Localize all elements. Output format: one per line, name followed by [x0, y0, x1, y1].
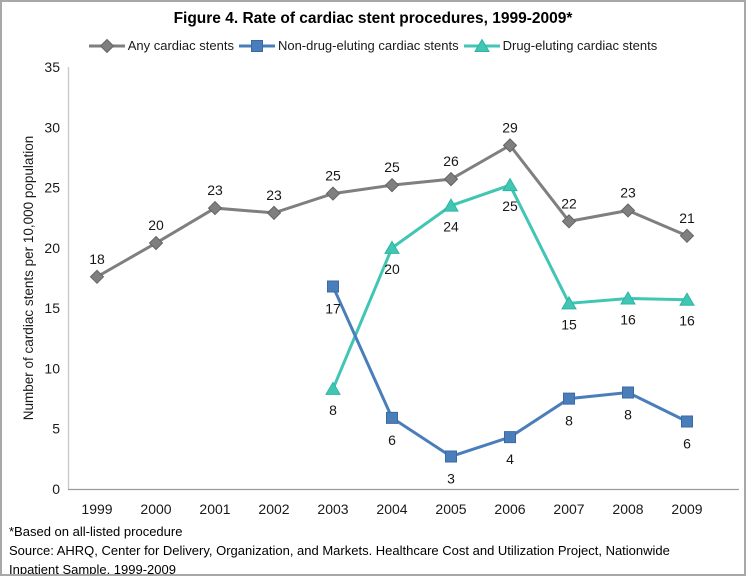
x-tick-label: 2006: [494, 501, 525, 517]
x-tick-label: 2001: [199, 501, 230, 517]
data-point-label: 20: [148, 217, 164, 233]
data-point-label: 16: [679, 313, 695, 329]
legend-label: Drug-eluting cardiac stents: [502, 38, 658, 53]
data-point-label: 18: [89, 251, 105, 267]
footnote-line-1: *Based on all-listed procedure: [9, 524, 183, 539]
data-point-label: 17: [325, 300, 341, 316]
data-point-marker-diamond: [384, 177, 400, 193]
chart-legend: Any cardiac stents Non-drug-eluting cardi…: [2, 38, 744, 53]
data-point-marker-triangle: [325, 381, 341, 395]
y-tick-label: 0: [52, 481, 60, 497]
chart-title: Figure 4. Rate of cardiac stent procedur…: [173, 10, 573, 27]
x-tick-label: 2009: [671, 501, 702, 517]
data-point-marker-diamond: [443, 171, 459, 187]
footnote-line-3: Inpatient Sample, 1999-2009: [9, 562, 176, 576]
data-point-marker-triangle: [679, 292, 695, 306]
y-tick-label: 25: [44, 180, 60, 196]
data-point-label: 6: [683, 435, 691, 451]
data-point-marker-square: [445, 450, 457, 463]
legend-item-drug-eluting-cardiac-stents: Drug-eluting cardiac stents: [463, 38, 658, 53]
data-point-marker-triangle: [620, 291, 636, 305]
legend-square-icon: [238, 39, 275, 52]
data-point-marker-triangle: [561, 295, 577, 310]
data-point-marker-square: [504, 431, 516, 444]
data-point-label: 20: [384, 261, 400, 277]
data-point-label: 21: [679, 210, 695, 226]
data-point-marker-diamond: [620, 203, 636, 218]
data-point-label: 6: [388, 432, 396, 448]
data-point-label: 25: [384, 159, 400, 175]
y-tick-label: 15: [44, 300, 60, 316]
legend-diamond-icon: [88, 38, 125, 53]
data-point-label: 8: [565, 413, 573, 429]
data-point-label: 26: [443, 153, 459, 169]
data-point-label: 16: [620, 311, 636, 327]
legend-triangle-icon: [463, 38, 500, 52]
legend-label: Non-drug-eluting cardiac stents: [277, 38, 459, 53]
data-point-marker-square: [386, 411, 398, 424]
data-point-marker-diamond: [502, 138, 518, 153]
data-point-marker-square: [563, 392, 575, 405]
legend-item-non-drug-eluting-cardiac-stents: Non-drug-eluting cardiac stents: [238, 38, 459, 53]
y-tick-label: 30: [44, 119, 60, 135]
x-tick-label: 2000: [140, 501, 171, 517]
x-tick-label: 2005: [435, 501, 466, 517]
data-point-label: 8: [329, 402, 337, 418]
data-point-marker-diamond: [561, 214, 577, 229]
x-tick-label: 2002: [258, 501, 289, 517]
data-point-label: 4: [506, 451, 514, 467]
data-point-label: 15: [561, 316, 577, 332]
data-point-marker-diamond: [89, 269, 105, 285]
data-point-label: 25: [502, 198, 518, 214]
data-point-label: 23: [207, 182, 223, 198]
data-point-label: 8: [624, 407, 632, 423]
data-point-marker-diamond: [148, 235, 164, 251]
y-tick-label: 10: [44, 360, 60, 376]
data-point-label: 23: [620, 184, 636, 200]
y-tick-label: 20: [44, 240, 60, 256]
legend-label: Any cardiac stents: [127, 38, 234, 53]
x-tick-label: 2007: [553, 501, 584, 517]
x-tick-label: 2003: [317, 501, 348, 517]
x-tick-label: 1999: [81, 501, 112, 517]
data-point-label: 29: [502, 119, 518, 135]
legend-item-any-cardiac-stents: Any cardiac stents: [88, 38, 234, 53]
y-tick-label: 5: [52, 421, 60, 437]
footnote-line-2: Source: AHRQ, Center for Delivery, Organ…: [9, 543, 670, 558]
data-point-marker-diamond: [325, 186, 341, 201]
data-point-label: 22: [561, 195, 577, 211]
data-point-marker-diamond: [266, 205, 282, 221]
series-line-drug-eluting-cardiac-stents: [331, 183, 688, 390]
footnotes: *Based on all-listed procedure Source: A…: [9, 522, 670, 576]
data-point-marker-triangle: [502, 177, 518, 192]
data-point-label: 3: [447, 470, 455, 486]
data-point-marker-diamond: [679, 228, 695, 244]
x-tick-label: 2008: [612, 501, 643, 517]
data-point-label: 25: [325, 168, 341, 184]
data-point-marker-square: [622, 386, 634, 399]
data-point-marker-triangle: [443, 198, 459, 212]
data-point-label: 24: [443, 219, 459, 235]
data-point-marker-square: [681, 415, 693, 428]
data-point-marker-triangle: [384, 240, 400, 254]
x-tick-label: 2004: [376, 501, 407, 517]
data-point-label: 23: [266, 187, 282, 203]
y-tick-label: 35: [44, 59, 60, 75]
data-point-marker-diamond: [207, 200, 223, 216]
data-point-marker-square: [327, 280, 339, 293]
